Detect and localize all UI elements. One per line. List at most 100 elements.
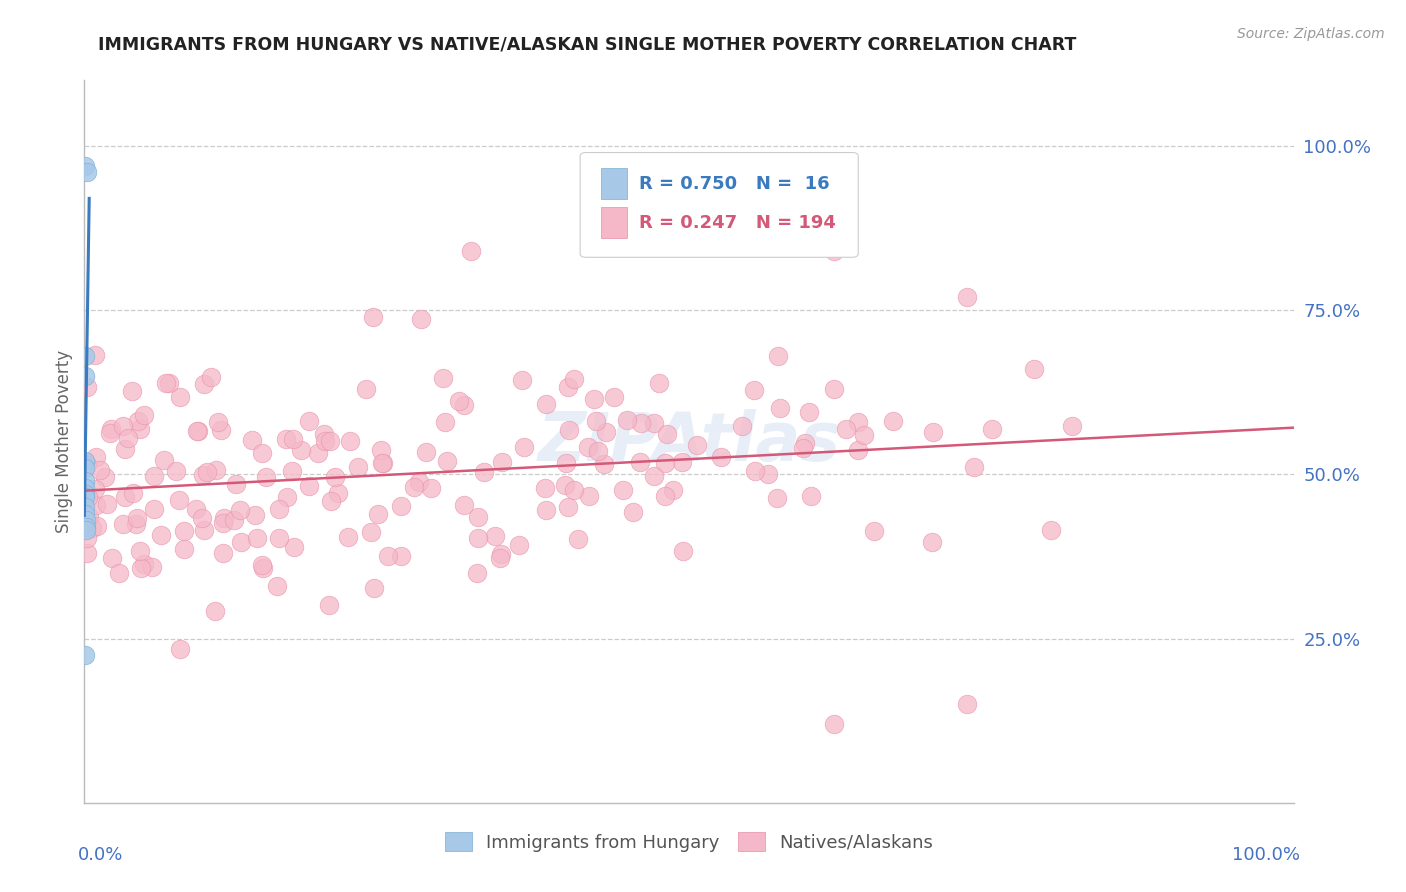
Point	[654, 489, 676, 503]
Point	[246, 531, 269, 545]
Point	[389, 549, 412, 564]
Point	[576, 440, 599, 454]
Point	[361, 310, 384, 325]
Point	[823, 244, 845, 258]
Point	[129, 544, 152, 558]
Point	[252, 558, 274, 572]
Point	[98, 426, 121, 441]
Point	[921, 535, 943, 549]
Point	[583, 392, 606, 406]
Point	[229, 503, 252, 517]
Point	[155, 376, 177, 390]
Point	[432, 371, 454, 385]
Point	[612, 483, 634, 497]
Point	[585, 414, 607, 428]
Point	[127, 414, 149, 428]
Text: Source: ZipAtlas.com: Source: ZipAtlas.com	[1237, 27, 1385, 41]
Point	[557, 500, 579, 514]
Point	[141, 560, 163, 574]
Point	[200, 369, 222, 384]
Point	[193, 377, 215, 392]
Point	[76, 546, 98, 560]
Point	[283, 540, 305, 554]
Point	[75, 481, 97, 495]
Point	[134, 558, 156, 572]
Point	[127, 511, 149, 525]
Point	[204, 605, 226, 619]
Point	[319, 434, 342, 449]
Point	[792, 442, 814, 456]
Point	[108, 566, 131, 581]
Point	[290, 442, 312, 457]
Point	[337, 530, 360, 544]
Point	[835, 421, 858, 435]
Point	[823, 717, 845, 731]
Point	[347, 459, 370, 474]
Point	[1024, 362, 1046, 376]
Point	[467, 510, 489, 524]
Point	[472, 465, 495, 479]
Point	[212, 511, 235, 525]
Point	[981, 422, 1004, 436]
Point	[169, 492, 191, 507]
Point	[114, 442, 136, 457]
Point	[173, 541, 195, 556]
Point	[467, 566, 489, 580]
Text: ZIPAtlas: ZIPAtlas	[537, 409, 841, 475]
Point	[554, 478, 576, 492]
Point	[143, 469, 166, 483]
Point	[86, 519, 108, 533]
Point	[404, 480, 426, 494]
Point	[765, 491, 787, 506]
Point	[449, 394, 471, 409]
Point	[460, 244, 482, 258]
Point	[628, 455, 651, 469]
Point	[508, 538, 530, 552]
Point	[209, 423, 232, 437]
Point	[73, 368, 96, 383]
Point	[77, 509, 100, 524]
Point	[593, 457, 616, 471]
Point	[533, 481, 555, 495]
Point	[117, 431, 139, 445]
Legend: Immigrants from Hungary, Natives/Alaskans: Immigrants from Hungary, Natives/Alaskan…	[437, 825, 941, 859]
Point	[661, 483, 683, 497]
Point	[318, 598, 340, 612]
Point	[862, 524, 884, 538]
Point	[491, 454, 513, 468]
Point	[75, 507, 97, 521]
Point	[80, 521, 103, 535]
Point	[408, 475, 430, 490]
Point	[75, 460, 97, 475]
Point	[276, 432, 298, 446]
Point	[193, 523, 215, 537]
Point	[77, 490, 100, 504]
Point	[84, 498, 107, 512]
Point	[800, 489, 823, 503]
Point	[370, 442, 392, 457]
Point	[373, 456, 395, 470]
Point	[222, 513, 245, 527]
Point	[150, 528, 173, 542]
Point	[173, 524, 195, 538]
Point	[768, 349, 790, 363]
Text: IMMIGRANTS FROM HUNGARY VS NATIVE/ALASKAN SINGLE MOTHER POVERTY CORRELATION CHAR: IMMIGRANTS FROM HUNGARY VS NATIVE/ALASKA…	[98, 36, 1077, 54]
Text: 100.0%: 100.0%	[1232, 847, 1299, 864]
Point	[744, 465, 766, 479]
Point	[267, 531, 290, 545]
Point	[153, 452, 176, 467]
Point	[132, 408, 155, 422]
Point	[254, 470, 277, 484]
Point	[655, 426, 678, 441]
Point	[956, 290, 979, 304]
Point	[510, 373, 533, 387]
Point	[122, 486, 145, 500]
Point	[534, 397, 557, 411]
Point	[643, 469, 665, 483]
Point	[240, 434, 263, 448]
Point	[846, 415, 869, 429]
Point	[488, 551, 510, 566]
Point	[187, 424, 209, 438]
Point	[121, 384, 143, 398]
FancyBboxPatch shape	[581, 153, 858, 257]
